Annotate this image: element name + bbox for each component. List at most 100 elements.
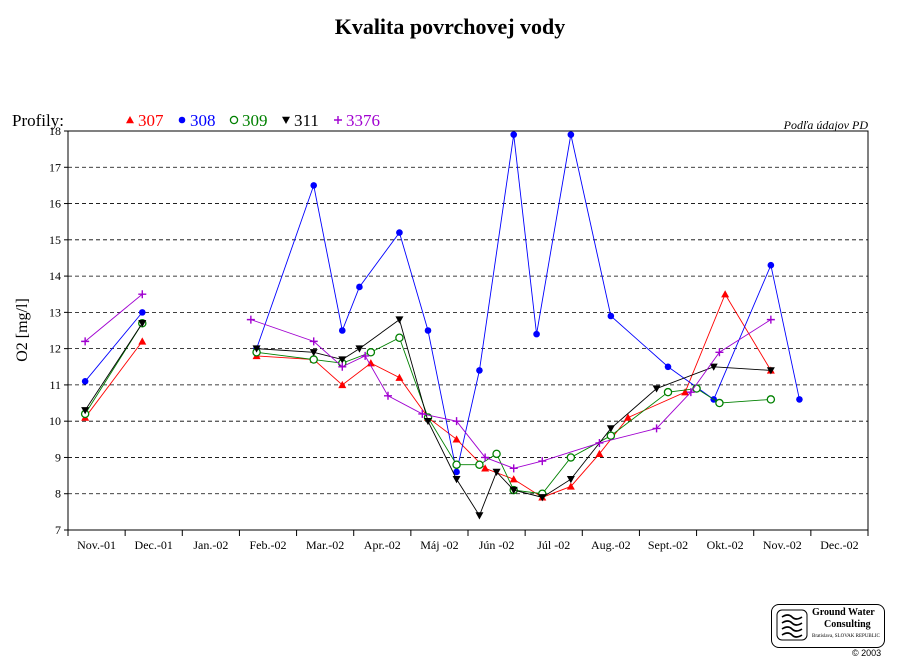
series-3376	[81, 290, 775, 473]
data-point-311	[475, 512, 484, 520]
series-309	[80, 318, 776, 498]
x-tick-label: Dec.-02	[820, 538, 858, 552]
data-point-309	[606, 431, 616, 440]
series-line-308	[84, 312, 143, 382]
x-tick-label: Nov.-02	[763, 538, 802, 552]
data-point-311	[606, 425, 615, 433]
data-point-3376	[138, 290, 147, 299]
data-point-307	[452, 435, 461, 443]
legend-marker-307	[126, 116, 134, 124]
data-point-3376	[418, 409, 427, 418]
x-tick-label: Sept.-02	[648, 538, 688, 552]
legend-item-309: 309	[229, 111, 268, 130]
y-tick-label: 9	[55, 450, 61, 464]
data-point-311	[338, 356, 347, 364]
data-point-311	[252, 345, 261, 353]
data-point-309	[715, 398, 724, 408]
data-point-307	[395, 373, 404, 381]
legend-marker-308	[178, 116, 186, 124]
x-tick-label: Aug.-02	[591, 538, 631, 552]
data-point-309	[475, 460, 484, 469]
data-point-307	[721, 290, 730, 298]
data-point-307	[366, 359, 375, 367]
data-point-307	[509, 475, 518, 483]
y-tick-label: 16	[49, 197, 61, 211]
data-point-3376	[452, 417, 461, 426]
data-point-309	[366, 348, 376, 357]
x-tick-label: Okt.-02	[707, 538, 744, 552]
x-tick-label: Jún -02	[479, 538, 515, 552]
data-point-3376	[509, 464, 518, 473]
y-tick-label: 11	[49, 378, 61, 392]
y-tick-label: 13	[49, 305, 61, 319]
x-tick-label: Júl -02	[537, 538, 570, 552]
y-tick-label: 7	[55, 523, 61, 537]
data-point-307	[624, 413, 632, 421]
legend-marker-311	[282, 116, 290, 124]
plot-frame	[67, 130, 869, 531]
x-tick-label: Apr.-02	[364, 538, 401, 552]
series-line-3376	[250, 319, 772, 469]
legend-marker-309	[229, 115, 239, 125]
data-point-309	[692, 384, 701, 393]
y-axis-label: O2 [mg/l]	[14, 298, 31, 362]
series-line-311	[84, 322, 143, 411]
data-point-3376	[384, 391, 392, 400]
data-point-308	[453, 468, 460, 476]
data-point-308	[533, 330, 540, 338]
data-point-3376	[361, 351, 370, 360]
legend-item-307: 307	[126, 111, 164, 130]
y-tick-label: 10	[49, 414, 61, 428]
data-point-308	[424, 327, 432, 334]
y-tick-label: 15	[49, 233, 61, 247]
data-point-307	[138, 337, 147, 345]
logo-line-2: Consulting	[824, 619, 871, 630]
data-point-308	[476, 367, 483, 374]
x-tick-label: Jan.-02	[193, 538, 228, 552]
legend-prefix: Profily:	[12, 111, 64, 130]
legend-label-307: 307	[138, 111, 164, 130]
series-line-307	[84, 341, 143, 418]
legend-marker-3376	[334, 116, 342, 124]
x-tick-label: Dec.-01	[135, 538, 173, 552]
data-point-309	[452, 460, 461, 469]
data-point-311	[492, 468, 501, 476]
data-point-308	[396, 229, 403, 236]
data-point-308	[81, 377, 89, 385]
data-point-307	[595, 449, 604, 458]
data-point-311	[652, 385, 661, 393]
data-point-308	[767, 261, 775, 269]
legend-item-308: 308	[178, 111, 216, 130]
data-point-309	[309, 355, 318, 364]
company-logo: Ground Water Consulting Bratislava, SLOV…	[771, 604, 885, 648]
data-point-308	[338, 327, 346, 334]
y-tick-label: 14	[49, 269, 61, 283]
grid-lines	[68, 166, 868, 495]
data-point-311	[566, 476, 575, 484]
logo-wave-icon	[776, 609, 808, 641]
line-chart: 7 8 9 10 11 12 13 14 15 16 17 18 Nov.-01 Dec.-01 Jan.-…	[12, 111, 869, 552]
legend-label-311: 311	[294, 111, 319, 130]
series-311	[81, 316, 775, 520]
data-point-3376	[246, 315, 255, 324]
data-point-309	[395, 333, 404, 343]
data-point-309	[492, 449, 501, 459]
series-line-308	[256, 134, 800, 473]
data-point-311	[509, 486, 518, 495]
axes: 7 8 9 10 11 12 13 14 15 16 17 18 Nov.-01 Dec.-01 Jan.-…	[49, 124, 869, 552]
data-point-308	[356, 283, 363, 291]
x-tick-label: Feb.-02	[250, 538, 287, 552]
data-point-311	[424, 417, 432, 426]
data-point-3376	[81, 337, 90, 346]
data-point-307	[338, 380, 347, 389]
data-point-308	[138, 309, 146, 316]
legend-label-308: 308	[190, 111, 216, 130]
x-tick-label: Mar.-02	[306, 538, 344, 552]
data-point-3376	[686, 388, 695, 397]
data-point-311	[309, 349, 318, 357]
data-point-3376	[652, 424, 661, 433]
source-note: Podľa údajov PD	[783, 118, 869, 132]
data-point-3376	[715, 348, 724, 357]
data-point-307	[566, 482, 575, 490]
y-tick-label: 17	[49, 160, 61, 174]
